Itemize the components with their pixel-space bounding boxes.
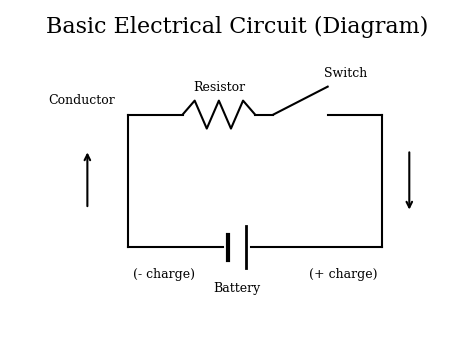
Text: (+ charge): (+ charge) — [309, 268, 378, 282]
Text: Resistor: Resistor — [193, 81, 245, 94]
Text: (- charge): (- charge) — [133, 268, 195, 282]
Text: Switch: Switch — [324, 67, 367, 80]
Text: Battery: Battery — [213, 282, 261, 295]
Text: Conductor: Conductor — [48, 94, 115, 107]
Text: Basic Electrical Circuit (Diagram): Basic Electrical Circuit (Diagram) — [46, 16, 428, 38]
